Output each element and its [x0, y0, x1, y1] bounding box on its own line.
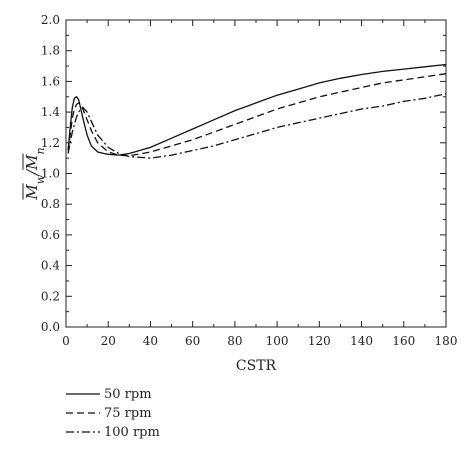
axes: 0 20 40 60 80 100 120 140 160 180 0.0 0.2 0.4 0.6 0.8 1…	[41, 13, 458, 348]
x-tick-label: 80	[227, 334, 242, 348]
x-tick-label: 120	[308, 334, 331, 348]
y-tick-label: 1.4	[41, 105, 60, 119]
legend-label-1: 50 rpm	[104, 387, 152, 402]
y-tick-label: 0.0	[41, 320, 60, 334]
series-line-2	[67, 73, 447, 157]
y-axis-title-text: Mw/Mn	[23, 147, 47, 200]
series-line-1	[67, 63, 447, 156]
y-axis-title: Mw/Mn	[22, 147, 47, 201]
legend-label-2: 75 rpm	[104, 406, 152, 421]
plot-frame	[65, 19, 447, 328]
x-tick-label: 160	[392, 334, 415, 348]
x-tick-label: 0	[62, 334, 70, 348]
plot-area	[67, 63, 447, 159]
x-axis-title: CSTR	[236, 358, 277, 374]
y-tick-label: 0.6	[41, 228, 60, 242]
legend-label-3: 100 rpm	[104, 425, 160, 440]
legend: 50 rpm 75 rpm 100 rpm	[66, 387, 160, 440]
y-tick-label: 0.8	[41, 197, 60, 211]
x-tick-label: 180	[435, 334, 458, 348]
x-tick-label: 140	[350, 334, 373, 348]
y-tick-label: 1.8	[41, 44, 60, 58]
x-tick-label: 100	[266, 334, 289, 348]
y-tick-label: 2.0	[41, 13, 60, 27]
series-line-3	[67, 93, 447, 159]
y-tick-label: 1.2	[41, 136, 60, 150]
y-tick-label: 0.4	[41, 259, 60, 273]
x-tick-label: 40	[143, 334, 158, 348]
x-tick-label: 60	[185, 334, 200, 348]
y-tick-label: 0.2	[41, 289, 60, 303]
y-tick-label: 1.6	[41, 74, 60, 88]
x-tick-label: 20	[101, 334, 116, 348]
y-tick-label: 1.0	[41, 167, 60, 181]
